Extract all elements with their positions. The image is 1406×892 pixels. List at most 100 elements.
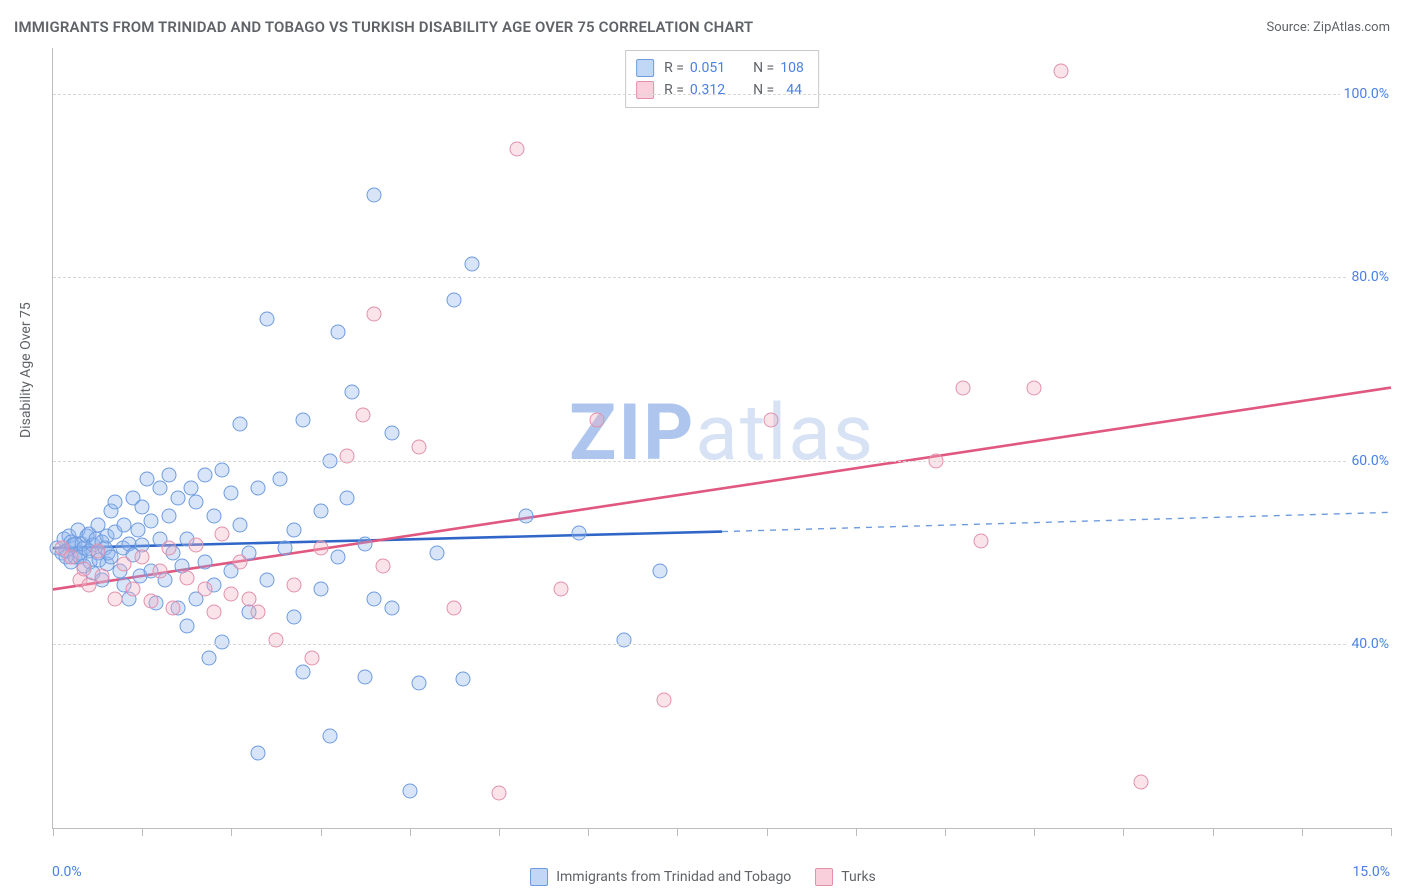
data-point-a	[313, 504, 328, 519]
data-point-a	[197, 467, 212, 482]
data-point-a	[170, 490, 185, 505]
data-point-b	[447, 600, 462, 615]
data-point-a	[161, 509, 176, 524]
data-point-a	[277, 541, 292, 556]
data-point-a	[202, 651, 217, 666]
data-point-a	[652, 564, 667, 579]
legend-row: R = 0.312 N = 44	[636, 79, 804, 101]
data-point-a	[215, 634, 230, 649]
data-point-a	[188, 495, 203, 510]
y-tick-label: 60.0%	[1347, 452, 1393, 470]
data-point-b	[313, 541, 328, 556]
data-point-a	[572, 525, 587, 540]
data-point-b	[251, 605, 266, 620]
data-point-a	[135, 499, 150, 514]
data-point-b	[166, 600, 181, 615]
data-point-a	[344, 385, 359, 400]
x-tick	[945, 828, 946, 836]
data-point-b	[153, 564, 168, 579]
data-point-b	[81, 577, 96, 592]
y-tick-label: 80.0%	[1347, 268, 1393, 286]
data-point-b	[108, 591, 123, 606]
data-point-b	[554, 582, 569, 597]
legend-r-label: R =	[664, 79, 684, 101]
data-point-a	[456, 672, 471, 687]
legend-label: Turks	[841, 869, 876, 885]
data-point-a	[367, 591, 382, 606]
data-point-b	[242, 591, 257, 606]
data-point-a	[224, 486, 239, 501]
x-tick	[856, 828, 857, 836]
data-point-a	[206, 509, 221, 524]
data-point-b	[590, 412, 605, 427]
data-point-b	[126, 582, 141, 597]
legend-swatch-b	[815, 868, 833, 886]
legend-item: Immigrants from Trinidad and Tobago	[530, 868, 791, 886]
data-point-a	[518, 509, 533, 524]
data-point-b	[411, 440, 426, 455]
data-point-b	[376, 559, 391, 574]
data-point-a	[331, 550, 346, 565]
data-point-a	[184, 481, 199, 496]
data-point-a	[358, 669, 373, 684]
data-point-a	[322, 729, 337, 744]
legend-swatch-a	[530, 868, 548, 886]
legend-n-label: N =	[753, 79, 774, 101]
gridline	[53, 644, 1391, 645]
data-point-b	[1053, 63, 1068, 78]
legend-n-label: N =	[753, 57, 774, 79]
data-point-b	[188, 538, 203, 553]
data-point-a	[233, 518, 248, 533]
data-point-b	[367, 307, 382, 322]
legend-label: Immigrants from Trinidad and Tobago	[556, 869, 791, 885]
x-tick	[53, 828, 54, 836]
x-tick	[677, 828, 678, 836]
data-point-a	[402, 784, 417, 799]
data-point-b	[509, 141, 524, 156]
data-point-a	[313, 582, 328, 597]
x-tick	[142, 828, 143, 836]
data-point-b	[161, 541, 176, 556]
data-point-a	[384, 426, 399, 441]
data-point-a	[286, 522, 301, 537]
gridline	[53, 94, 1391, 95]
data-point-b	[215, 527, 230, 542]
data-point-a	[286, 609, 301, 624]
data-point-a	[340, 490, 355, 505]
data-point-a	[233, 417, 248, 432]
legend-row: R = 0.051 N = 108	[636, 57, 804, 79]
legend-correlation: R = 0.051 N = 108 R = 0.312 N = 44	[625, 50, 819, 108]
x-tick	[588, 828, 589, 836]
legend-n-value: 44	[780, 79, 802, 101]
legend-swatch-a	[636, 59, 654, 77]
trend-line	[722, 512, 1391, 531]
data-point-b	[95, 568, 110, 583]
x-tick	[1213, 828, 1214, 836]
data-point-b	[233, 554, 248, 569]
data-point-b	[77, 562, 92, 577]
chart-title: IMMIGRANTS FROM TRINIDAD AND TOBAGO VS T…	[14, 18, 753, 36]
data-point-b	[356, 408, 371, 423]
y-tick-label: 100.0%	[1340, 85, 1393, 103]
gridline	[53, 461, 1391, 462]
legend-series: Immigrants from Trinidad and Tobago Turk…	[0, 868, 1406, 886]
data-point-a	[197, 554, 212, 569]
data-point-a	[144, 513, 159, 528]
data-point-a	[251, 481, 266, 496]
data-point-b	[117, 556, 132, 571]
gridline	[53, 277, 1391, 278]
data-point-a	[465, 256, 480, 271]
data-point-b	[764, 412, 779, 427]
y-axis-label: Disability Age Over 75	[18, 302, 34, 438]
x-tick	[499, 828, 500, 836]
data-point-a	[153, 481, 168, 496]
data-point-b	[492, 786, 507, 801]
data-point-a	[411, 676, 426, 691]
data-point-a	[251, 745, 266, 760]
x-tick	[1034, 828, 1035, 836]
data-point-a	[429, 545, 444, 560]
data-point-b	[973, 533, 988, 548]
legend-r-value: 0.051	[690, 57, 725, 79]
legend-swatch-b	[636, 81, 654, 99]
data-point-a	[161, 467, 176, 482]
